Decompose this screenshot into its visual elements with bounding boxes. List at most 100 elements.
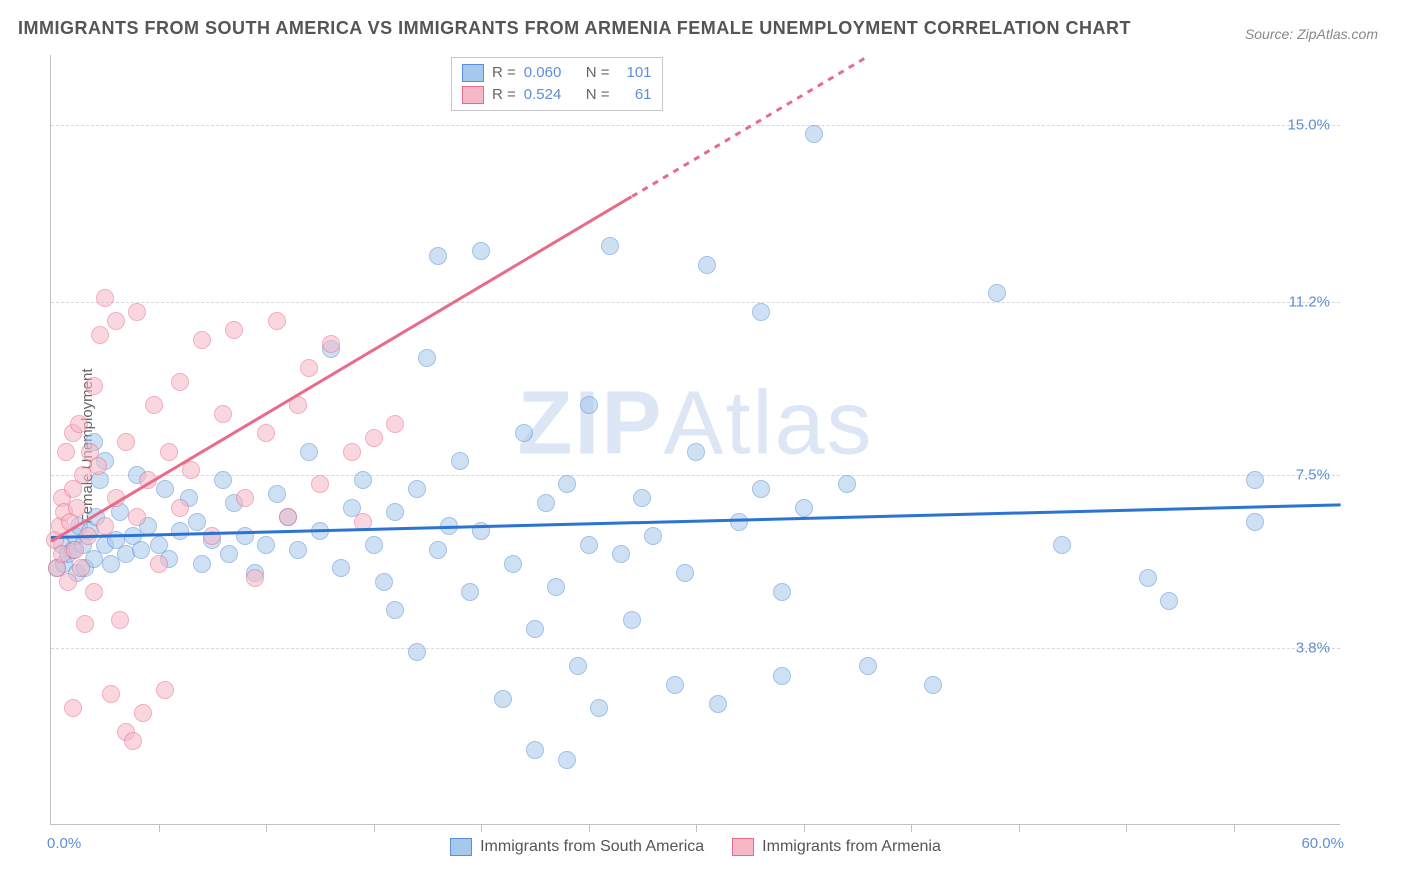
data-point xyxy=(236,489,254,507)
x-tick xyxy=(1019,824,1020,832)
data-point xyxy=(515,424,533,442)
data-point xyxy=(494,690,512,708)
data-point xyxy=(59,573,77,591)
data-point xyxy=(795,499,813,517)
legend-series: Immigrants from South America Immigrants … xyxy=(51,838,1340,856)
legend-label: Immigrants from South America xyxy=(480,838,704,856)
data-point xyxy=(214,405,232,423)
data-point xyxy=(1053,536,1071,554)
data-point xyxy=(132,541,150,559)
data-point xyxy=(623,611,641,629)
x-max-label: 60.0% xyxy=(1301,835,1344,852)
data-point xyxy=(89,457,107,475)
data-point xyxy=(687,443,705,461)
data-point xyxy=(171,522,189,540)
x-tick xyxy=(266,824,267,832)
data-point xyxy=(311,475,329,493)
data-point xyxy=(214,471,232,489)
data-point xyxy=(752,480,770,498)
x-tick xyxy=(696,824,697,832)
x-tick xyxy=(159,824,160,832)
data-point xyxy=(354,471,372,489)
data-point xyxy=(504,555,522,573)
legend-n-value: 61 xyxy=(618,84,652,106)
data-point xyxy=(203,527,221,545)
data-point xyxy=(156,681,174,699)
data-point xyxy=(322,335,340,353)
data-point xyxy=(752,303,770,321)
data-point xyxy=(72,559,90,577)
data-point xyxy=(773,667,791,685)
data-point xyxy=(429,247,447,265)
data-point xyxy=(102,685,120,703)
data-point xyxy=(838,475,856,493)
data-point xyxy=(365,429,383,447)
data-point xyxy=(386,503,404,521)
data-point xyxy=(182,461,200,479)
legend-swatch xyxy=(450,838,472,856)
data-point xyxy=(472,242,490,260)
x-tick xyxy=(374,824,375,832)
data-point xyxy=(408,480,426,498)
data-point xyxy=(580,536,598,554)
data-point xyxy=(558,751,576,769)
data-point xyxy=(96,289,114,307)
y-tick-label: 15.0% xyxy=(1287,117,1330,134)
data-point xyxy=(257,424,275,442)
legend-row: R = 0.524 N = 61 xyxy=(462,84,652,106)
y-tick-label: 11.2% xyxy=(1289,294,1330,311)
legend-r-value: 0.524 xyxy=(524,84,578,106)
data-point xyxy=(188,513,206,531)
legend-swatch xyxy=(462,64,484,82)
data-point xyxy=(332,559,350,577)
data-point xyxy=(601,237,619,255)
legend-n-value: 101 xyxy=(618,62,652,84)
data-point xyxy=(225,321,243,339)
legend-n-label: N = xyxy=(586,84,610,106)
data-point xyxy=(859,657,877,675)
data-point xyxy=(145,396,163,414)
data-point xyxy=(988,284,1006,302)
data-point xyxy=(85,583,103,601)
legend-n-label: N = xyxy=(586,62,610,84)
legend-r-label: R = xyxy=(492,62,516,84)
data-point xyxy=(128,508,146,526)
data-point xyxy=(805,125,823,143)
data-point xyxy=(68,499,86,517)
data-point xyxy=(633,489,651,507)
data-point xyxy=(386,601,404,619)
data-point xyxy=(193,331,211,349)
data-point xyxy=(171,499,189,517)
data-point xyxy=(246,569,264,587)
data-point xyxy=(418,349,436,367)
data-point xyxy=(300,359,318,377)
data-point xyxy=(1246,471,1264,489)
data-point xyxy=(279,508,297,526)
chart-title: IMMIGRANTS FROM SOUTH AMERICA VS IMMIGRA… xyxy=(18,18,1131,39)
x-tick xyxy=(1126,824,1127,832)
data-point xyxy=(676,564,694,582)
data-point xyxy=(268,485,286,503)
data-point xyxy=(612,545,630,563)
data-point xyxy=(526,620,544,638)
data-point xyxy=(150,555,168,573)
data-point xyxy=(236,527,254,545)
legend-r-value: 0.060 xyxy=(524,62,578,84)
data-point xyxy=(1160,592,1178,610)
legend-correlation: R = 0.060 N = 101 R = 0.524 N = 61 xyxy=(451,57,663,111)
x-tick xyxy=(589,824,590,832)
legend-row: R = 0.060 N = 101 xyxy=(462,62,652,84)
data-point xyxy=(537,494,555,512)
data-point xyxy=(461,583,479,601)
legend-r-label: R = xyxy=(492,84,516,106)
data-point xyxy=(558,475,576,493)
data-point xyxy=(365,536,383,554)
gridline xyxy=(51,648,1340,649)
data-point xyxy=(408,643,426,661)
x-tick xyxy=(804,824,805,832)
data-point xyxy=(429,541,447,559)
data-point xyxy=(709,695,727,713)
legend-item: Immigrants from Armenia xyxy=(732,838,941,856)
data-point xyxy=(134,704,152,722)
x-tick xyxy=(911,824,912,832)
